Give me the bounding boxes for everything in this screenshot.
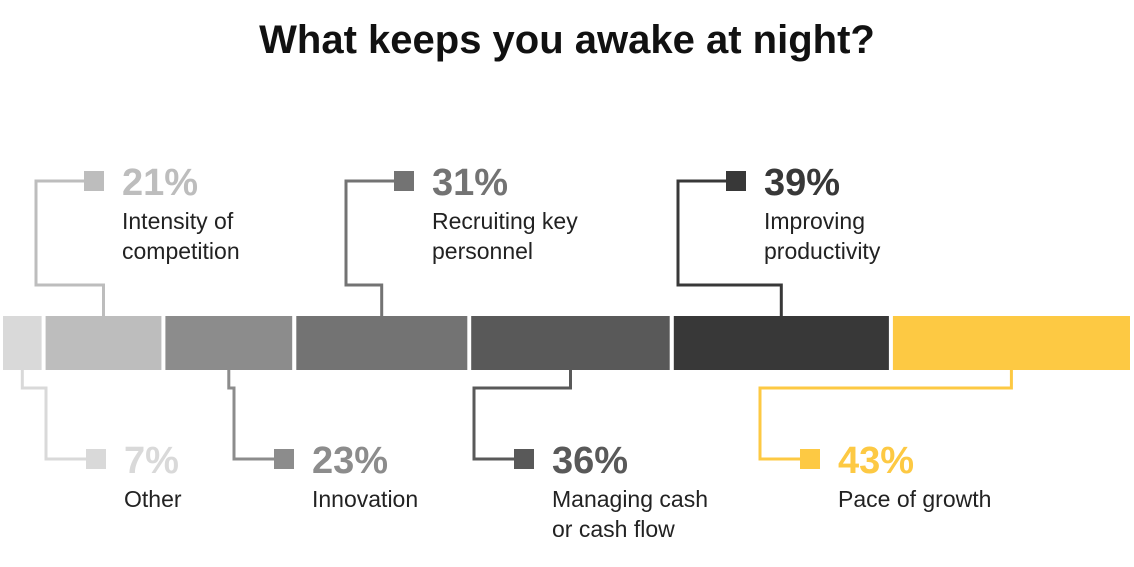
- category-label: Other: [124, 486, 182, 512]
- callout-connector: [676, 179, 783, 316]
- percentage-label: 23%: [312, 440, 388, 482]
- category-label: Innovation: [312, 486, 418, 512]
- percentage-label: 43%: [838, 440, 914, 482]
- bar-segment: [45, 316, 162, 370]
- category-label: Managing cash: [552, 486, 708, 512]
- percentage-label: 31%: [432, 162, 508, 204]
- callout-connector: [20, 370, 86, 461]
- legend-marker: [84, 171, 104, 191]
- callout-connector: [472, 370, 572, 461]
- percentage-label: 7%: [124, 440, 179, 482]
- percentage-label: 39%: [764, 162, 840, 204]
- legend-marker: [726, 171, 746, 191]
- callout-connector: [758, 370, 1013, 461]
- category-label: competition: [122, 238, 240, 264]
- bar-segment: [892, 316, 1130, 370]
- legend-marker: [800, 449, 820, 469]
- legend-marker: [514, 449, 534, 469]
- bar-segment: [296, 316, 468, 370]
- bar-segment: [673, 316, 889, 370]
- callout-connector: [227, 370, 274, 461]
- bar-segment: [471, 316, 670, 370]
- legend-marker: [86, 449, 106, 469]
- category-label: Recruiting key: [432, 208, 578, 234]
- chart-title: What keeps you awake at night?: [259, 18, 875, 62]
- bar-segment: [3, 316, 42, 370]
- category-label: or cash flow: [552, 516, 675, 542]
- category-label: Pace of growth: [838, 486, 991, 512]
- callout-connector: [344, 179, 394, 316]
- percentage-label: 36%: [552, 440, 628, 482]
- bar-segment: [165, 316, 293, 370]
- category-label: productivity: [764, 238, 881, 264]
- legend-marker: [394, 171, 414, 191]
- category-label: Improving: [764, 208, 865, 234]
- category-label: personnel: [432, 238, 533, 264]
- callout-connector: [34, 179, 105, 316]
- legend-marker: [274, 449, 294, 469]
- category-label: Intensity of: [122, 208, 234, 234]
- percentage-label: 21%: [122, 162, 198, 204]
